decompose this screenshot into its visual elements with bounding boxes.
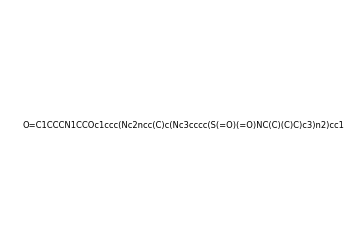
- Text: O=C1CCCN1CCOc1ccc(Nc2ncc(C)c(Nc3cccc(S(=O)(=O)NC(C)(C)C)c3)n2)cc1: O=C1CCCN1CCOc1ccc(Nc2ncc(C)c(Nc3cccc(S(=…: [22, 121, 344, 130]
